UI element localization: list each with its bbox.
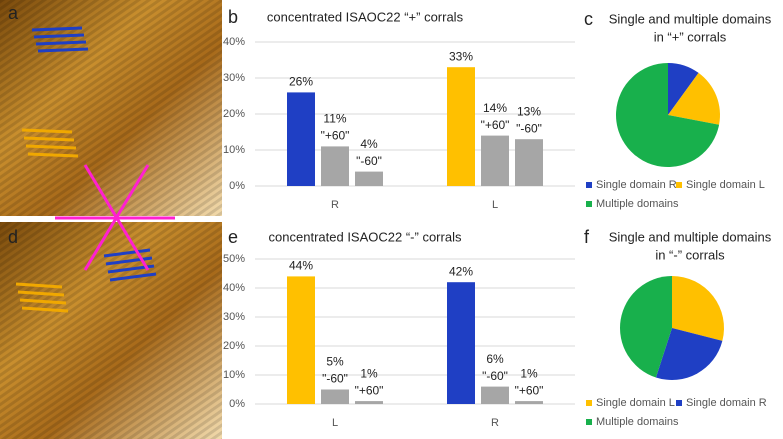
bar [287, 92, 315, 186]
value-label: 11% [323, 112, 346, 126]
bar [355, 401, 383, 404]
legend-swatch [586, 400, 592, 406]
legend-label: Multiple domains [596, 198, 679, 210]
bar-label: "+60" [355, 383, 384, 397]
value-label: 42% [449, 264, 473, 278]
bar-label: "-60" [516, 121, 542, 135]
legend-swatch [676, 400, 682, 406]
stm-image-a [0, 0, 222, 216]
legend-swatch [586, 419, 592, 425]
bar-label: "-60" [482, 369, 508, 383]
y-tick-label: 40% [223, 36, 245, 48]
stm-image-d [0, 222, 222, 439]
bar-label: "+60" [481, 118, 510, 132]
legend-label: Single domain L [596, 397, 675, 409]
bar [481, 136, 509, 186]
x-tick-label: R [491, 417, 499, 429]
chart-title: Single and multiple domains [609, 229, 772, 244]
legend-swatch [676, 182, 682, 188]
y-tick-label: 10% [223, 369, 245, 381]
value-label: 6% [486, 352, 504, 366]
value-label: 1% [360, 366, 378, 380]
panel-label: e [228, 227, 238, 247]
x-tick-label: R [331, 199, 339, 211]
bar-label: "+60" [321, 129, 350, 143]
bar [447, 282, 475, 404]
chart-title: in “-” corrals [655, 247, 725, 262]
y-tick-label: 10% [223, 144, 245, 156]
value-label: 14% [483, 101, 507, 115]
bar [287, 276, 315, 404]
x-tick-label: L [492, 199, 498, 211]
legend-label: Single domain R [596, 179, 677, 191]
bar-label: "+60" [515, 383, 544, 397]
bar-label: "-60" [322, 372, 348, 386]
value-label: 26% [289, 75, 313, 89]
bar [515, 139, 543, 186]
bar [515, 401, 543, 404]
bar [355, 172, 383, 186]
y-tick-label: 0% [229, 398, 245, 410]
value-label: 4% [360, 137, 378, 151]
x-tick-label: L [332, 417, 338, 429]
panel-label: b [228, 7, 238, 27]
legend-label: Single domain L [686, 179, 765, 191]
bar [447, 67, 475, 186]
bar-label: "-60" [356, 154, 382, 168]
y-tick-label: 20% [223, 108, 245, 120]
legend-swatch [586, 182, 592, 188]
y-tick-label: 50% [223, 253, 245, 265]
y-tick-label: 30% [223, 72, 245, 84]
value-label: 5% [326, 355, 344, 369]
y-tick-label: 0% [229, 180, 245, 192]
panel-label: d [8, 227, 18, 247]
legend-swatch [586, 201, 592, 207]
value-label: 13% [517, 104, 541, 118]
panel-label: f [584, 227, 590, 247]
y-tick-label: 30% [223, 311, 245, 323]
legend-label: Multiple domains [596, 416, 679, 428]
chart-title: concentrated ISAOC22 “+” corrals [267, 9, 464, 24]
bar [321, 390, 349, 405]
value-label: 33% [449, 49, 473, 63]
y-tick-label: 20% [223, 340, 245, 352]
chart-title: Single and multiple domains [609, 11, 772, 26]
value-label: 1% [520, 366, 538, 380]
bar [481, 387, 509, 404]
legend-label: Single domain R [686, 397, 767, 409]
chart-title: in “+” corrals [654, 29, 727, 44]
value-label: 44% [289, 259, 313, 273]
chart-title: concentrated ISAOC22 “-” corrals [269, 229, 462, 244]
panel-label: a [8, 3, 19, 23]
bar [321, 146, 349, 186]
y-tick-label: 40% [223, 282, 245, 294]
panel-label: c [584, 9, 593, 29]
